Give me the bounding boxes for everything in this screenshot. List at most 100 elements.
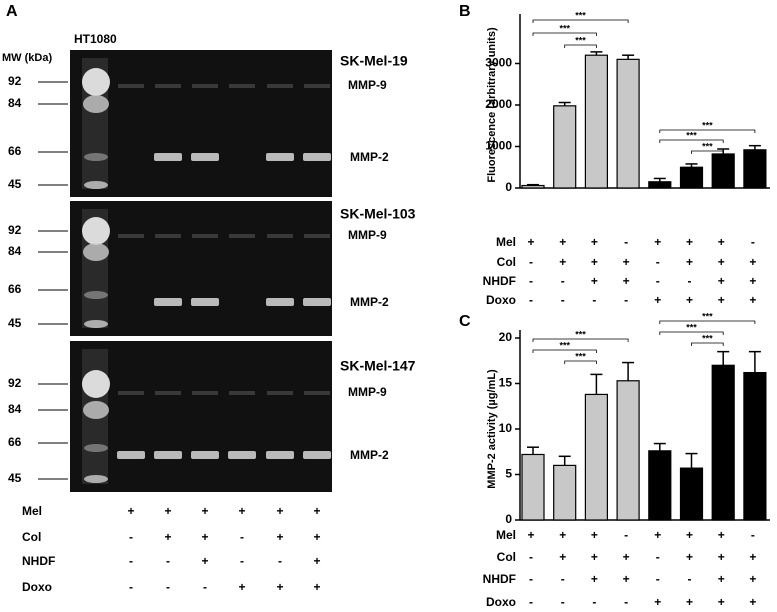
bar [584, 393, 609, 521]
mmp9-band [229, 391, 255, 395]
condition-sign: + [623, 255, 630, 269]
ladder-band [84, 475, 108, 483]
significance-bracket [691, 150, 724, 154]
mw-tick-label: 92 [8, 223, 22, 237]
condition-sign: + [718, 255, 725, 269]
mmp9-band [118, 84, 144, 88]
condition-sign: - [166, 554, 170, 568]
condition-sign: + [276, 530, 283, 544]
bar [679, 166, 704, 189]
condition-sign: + [591, 572, 598, 586]
condition-sign: + [238, 504, 245, 518]
mmp9-band [192, 84, 218, 88]
condition-sign: + [127, 504, 134, 518]
condition-sign: + [654, 293, 661, 307]
significance-label: *** [686, 322, 697, 332]
condition-sign: - [529, 595, 533, 609]
panel-letter: B [459, 3, 471, 20]
condition-sign: + [527, 235, 534, 249]
bar [616, 380, 640, 521]
condition-sign: + [654, 595, 661, 609]
mmp9-band [304, 84, 330, 88]
condition-sign: + [749, 274, 756, 288]
mw-tick-label: 66 [8, 144, 22, 158]
y-tick-label: 15 [499, 376, 513, 390]
mw-tick-label: 45 [8, 316, 22, 330]
mmp2-band [191, 298, 219, 306]
condition-label: Doxo [486, 595, 516, 609]
condition-sign: - [561, 274, 565, 288]
significance-label: *** [686, 130, 697, 140]
cell-line-label: SK-Mel-19 [340, 53, 408, 69]
condition-sign: - [656, 274, 660, 288]
mw-tick-label: 84 [8, 96, 22, 110]
bar [711, 153, 735, 189]
mmp2-band [266, 153, 294, 161]
condition-sign: + [749, 293, 756, 307]
condition-sign: + [686, 595, 693, 609]
condition-sign: + [591, 550, 598, 564]
condition-sign: - [656, 550, 660, 564]
band-label: MMP-2 [350, 448, 389, 462]
band-label: MMP-9 [348, 228, 387, 242]
bar [584, 54, 609, 189]
significance-label: *** [575, 351, 586, 361]
mmp2-band [303, 298, 331, 306]
y-tick-label: 5 [505, 467, 512, 481]
significance-label: *** [559, 23, 570, 33]
condition-sign: + [686, 235, 693, 249]
condition-sign: + [686, 255, 693, 269]
condition-sign: + [718, 595, 725, 609]
mmp9-band [229, 84, 255, 88]
bar [648, 181, 672, 189]
condition-sign: + [164, 504, 171, 518]
condition-sign: - [592, 293, 596, 307]
mmp9-band [155, 234, 181, 238]
condition-sign: - [624, 235, 628, 249]
condition-sign: + [686, 293, 693, 307]
condition-sign: + [276, 504, 283, 518]
mmp2-band [154, 451, 182, 459]
ladder-band [84, 181, 108, 189]
mmp2-band [191, 451, 219, 459]
mmp2-band [117, 451, 145, 459]
gel-image [70, 341, 332, 492]
condition-sign: + [623, 550, 630, 564]
y-tick-label: 20 [499, 330, 513, 344]
condition-sign: + [559, 528, 566, 542]
condition-label: Mel [496, 235, 516, 249]
condition-sign: - [751, 235, 755, 249]
condition-sign: - [529, 274, 533, 288]
condition-sign: + [238, 580, 245, 594]
condition-sign: - [561, 572, 565, 586]
condition-sign: - [656, 572, 660, 586]
condition-sign: - [529, 550, 533, 564]
condition-label: NHDF [483, 572, 516, 586]
mw-tick-label: 84 [8, 402, 22, 416]
bar [521, 453, 545, 521]
significance-bracket [691, 342, 724, 346]
condition-sign: - [561, 293, 565, 307]
condition-sign: - [592, 595, 596, 609]
panel-letter: A [6, 3, 18, 20]
bar [743, 371, 767, 521]
ladder-band [83, 243, 109, 261]
ladder-band [84, 291, 108, 299]
y-tick-label: 3000 [485, 56, 512, 70]
condition-sign: - [624, 293, 628, 307]
condition-sign: - [203, 580, 207, 594]
mw-tick-label: 84 [8, 244, 22, 258]
condition-sign: + [276, 580, 283, 594]
mw-label: MW (kDa) [2, 52, 52, 64]
condition-sign: - [240, 554, 244, 568]
condition-sign: - [624, 595, 628, 609]
mmp9-band [267, 84, 293, 88]
condition-label: Col [497, 550, 516, 564]
y-tick-label: 0 [505, 512, 512, 526]
ladder-band [84, 153, 108, 161]
condition-label: Col [22, 530, 41, 544]
condition-sign: - [624, 528, 628, 542]
ladder-band [84, 444, 108, 452]
condition-label: Doxo [22, 580, 52, 594]
